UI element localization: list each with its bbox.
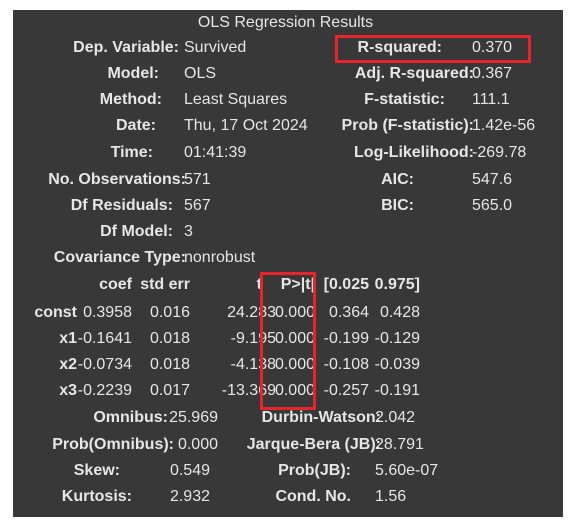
df-residuals-label: Df Residuals:: [70, 197, 173, 214]
kurtosis-value: 2.932: [169, 488, 210, 505]
t-header: t: [256, 276, 262, 293]
covariance-type-label: Covariance Type:: [53, 249, 186, 266]
adj-r-squared-value: 0.367: [472, 65, 513, 82]
row-x1-name: x1: [59, 330, 77, 347]
row-x1-ci-upper: -0.129: [374, 330, 420, 347]
model-label: Model:: [107, 65, 159, 82]
row-x2-t: -4.138: [230, 356, 276, 373]
row-x1-coef: -0.1641: [77, 330, 132, 347]
bic-label: BIC:: [381, 197, 414, 214]
row-x3-ci-upper: -0.191: [374, 382, 420, 399]
adj-r-squared-label: Adj. R-squared:: [354, 65, 474, 82]
row-x1-p: 0.000: [274, 330, 315, 347]
no-observations-value: 571: [184, 171, 211, 188]
cond-no-value: 1.56: [375, 488, 407, 505]
row-const-std-err: 0.016: [149, 304, 190, 321]
row-const-ci-upper: 0.428: [379, 304, 420, 321]
bic-value: 565.0: [472, 197, 513, 214]
df-residuals-value: 567: [184, 197, 211, 214]
row-const-p: 0.000: [274, 304, 315, 321]
dep-variable-label: Dep. Variable:: [73, 39, 179, 56]
row-x3-ci-lower: -0.257: [323, 382, 369, 399]
row-x2-p: 0.000: [274, 356, 315, 373]
row-x3-name: x3: [59, 382, 77, 399]
f-statistic-label: F-statistic:: [364, 91, 445, 108]
omnibus-label: Omnibus:: [93, 409, 168, 426]
r-squared-label: R-squared:: [357, 39, 442, 56]
row-x2-coef: -0.0734: [77, 356, 132, 373]
row-x3-coef: -0.2239: [77, 382, 132, 399]
ols-results-table: OLS Regression Results Dep. Variable: Su…: [13, 10, 563, 517]
dep-variable-value: Survived: [184, 39, 247, 56]
date-label: Date:: [115, 117, 156, 134]
model-value: OLS: [184, 65, 217, 82]
ci-upper-header: 0.975]: [374, 276, 420, 293]
row-const-ci-lower: 0.364: [328, 304, 369, 321]
omnibus-value: 25.969: [169, 409, 218, 426]
row-x2-ci-upper: -0.039: [374, 356, 420, 373]
prob-jb-value: 5.60e-07: [375, 462, 439, 479]
prob-jb-label: Prob(JB):: [278, 462, 351, 479]
prob-omnibus-value: 0.000: [177, 436, 218, 453]
durbin-watson-label: Durbin-Watson:: [261, 409, 381, 426]
row-x1-t: -9.195: [230, 330, 276, 347]
row-const-name: const: [34, 304, 77, 321]
durbin-watson-value: 2.042: [375, 409, 416, 426]
row-x1-std-err: 0.018: [149, 330, 190, 347]
jarque-bera-value: 28.791: [375, 436, 424, 453]
log-likelihood-label: Log-Likelihood:: [354, 144, 474, 161]
prob-f-statistic-label: Prob (F-statistic):: [341, 117, 474, 134]
row-x3-p: 0.000: [274, 382, 315, 399]
df-model-label: Df Model:: [100, 223, 173, 240]
covariance-type-value: nonrobust: [184, 249, 256, 266]
table-title: OLS Regression Results: [197, 14, 374, 31]
jarque-bera-label: Jarque-Bera (JB):: [246, 436, 381, 453]
date-value: Thu, 17 Oct 2024: [184, 117, 308, 134]
kurtosis-label: Kurtosis:: [61, 488, 132, 505]
ci-lower-header: [0.025: [323, 276, 369, 293]
p-value-header: P>|t|: [280, 276, 315, 293]
row-x3-t: -13.369: [221, 382, 276, 399]
method-value: Least Squares: [184, 91, 288, 108]
time-value: 01:41:39: [184, 144, 247, 161]
aic-value: 547.6: [472, 171, 513, 188]
time-label: Time:: [110, 144, 153, 161]
row-x2-std-err: 0.018: [149, 356, 190, 373]
no-observations-label: No. Observations:: [48, 171, 186, 188]
coef-header: coef: [99, 276, 132, 293]
prob-f-statistic-value: 1.42e-56: [472, 117, 536, 134]
row-const-t: 24.283: [227, 304, 276, 321]
f-statistic-value: 111.1: [472, 91, 510, 108]
row-const-coef: 0.3958: [83, 304, 132, 321]
log-likelihood-value: -269.78: [472, 144, 527, 161]
row-x2-name: x2: [59, 356, 77, 373]
row-x2-ci-lower: -0.108: [323, 356, 369, 373]
std-err-header: std err: [140, 276, 190, 293]
prob-omnibus-label: Prob(Omnibus):: [52, 436, 174, 453]
method-label: Method:: [99, 91, 162, 108]
df-model-value: 3: [184, 223, 193, 240]
aic-label: AIC:: [381, 171, 414, 188]
row-x1-ci-lower: -0.199: [323, 330, 369, 347]
cond-no-label: Cond. No.: [275, 488, 351, 505]
skew-value: 0.549: [169, 462, 210, 479]
skew-label: Skew:: [73, 462, 120, 479]
row-x3-std-err: 0.017: [149, 382, 190, 399]
r-squared-value: 0.370: [472, 39, 513, 56]
